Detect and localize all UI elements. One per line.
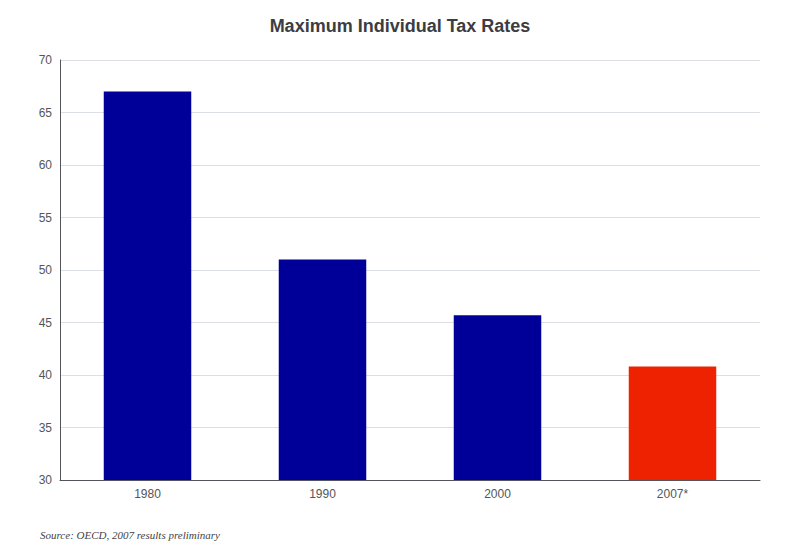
svg-text:Maximum Individual Tax Rates: Maximum Individual Tax Rates [270,16,531,36]
svg-text:2007*: 2007* [657,487,689,501]
svg-text:65: 65 [39,106,53,120]
svg-text:55: 55 [39,211,53,225]
svg-text:1980: 1980 [134,487,161,501]
svg-text:Source: OECD, 2007 results pre: Source: OECD, 2007 results preliminary [40,529,220,541]
svg-text:30: 30 [39,473,53,487]
svg-text:40: 40 [39,368,53,382]
svg-text:60: 60 [39,158,53,172]
svg-text:45: 45 [39,316,53,330]
svg-text:2000: 2000 [484,487,511,501]
svg-text:70: 70 [39,53,53,67]
svg-text:1990: 1990 [309,487,336,501]
svg-text:35: 35 [39,421,53,435]
svg-text:50: 50 [39,263,53,277]
